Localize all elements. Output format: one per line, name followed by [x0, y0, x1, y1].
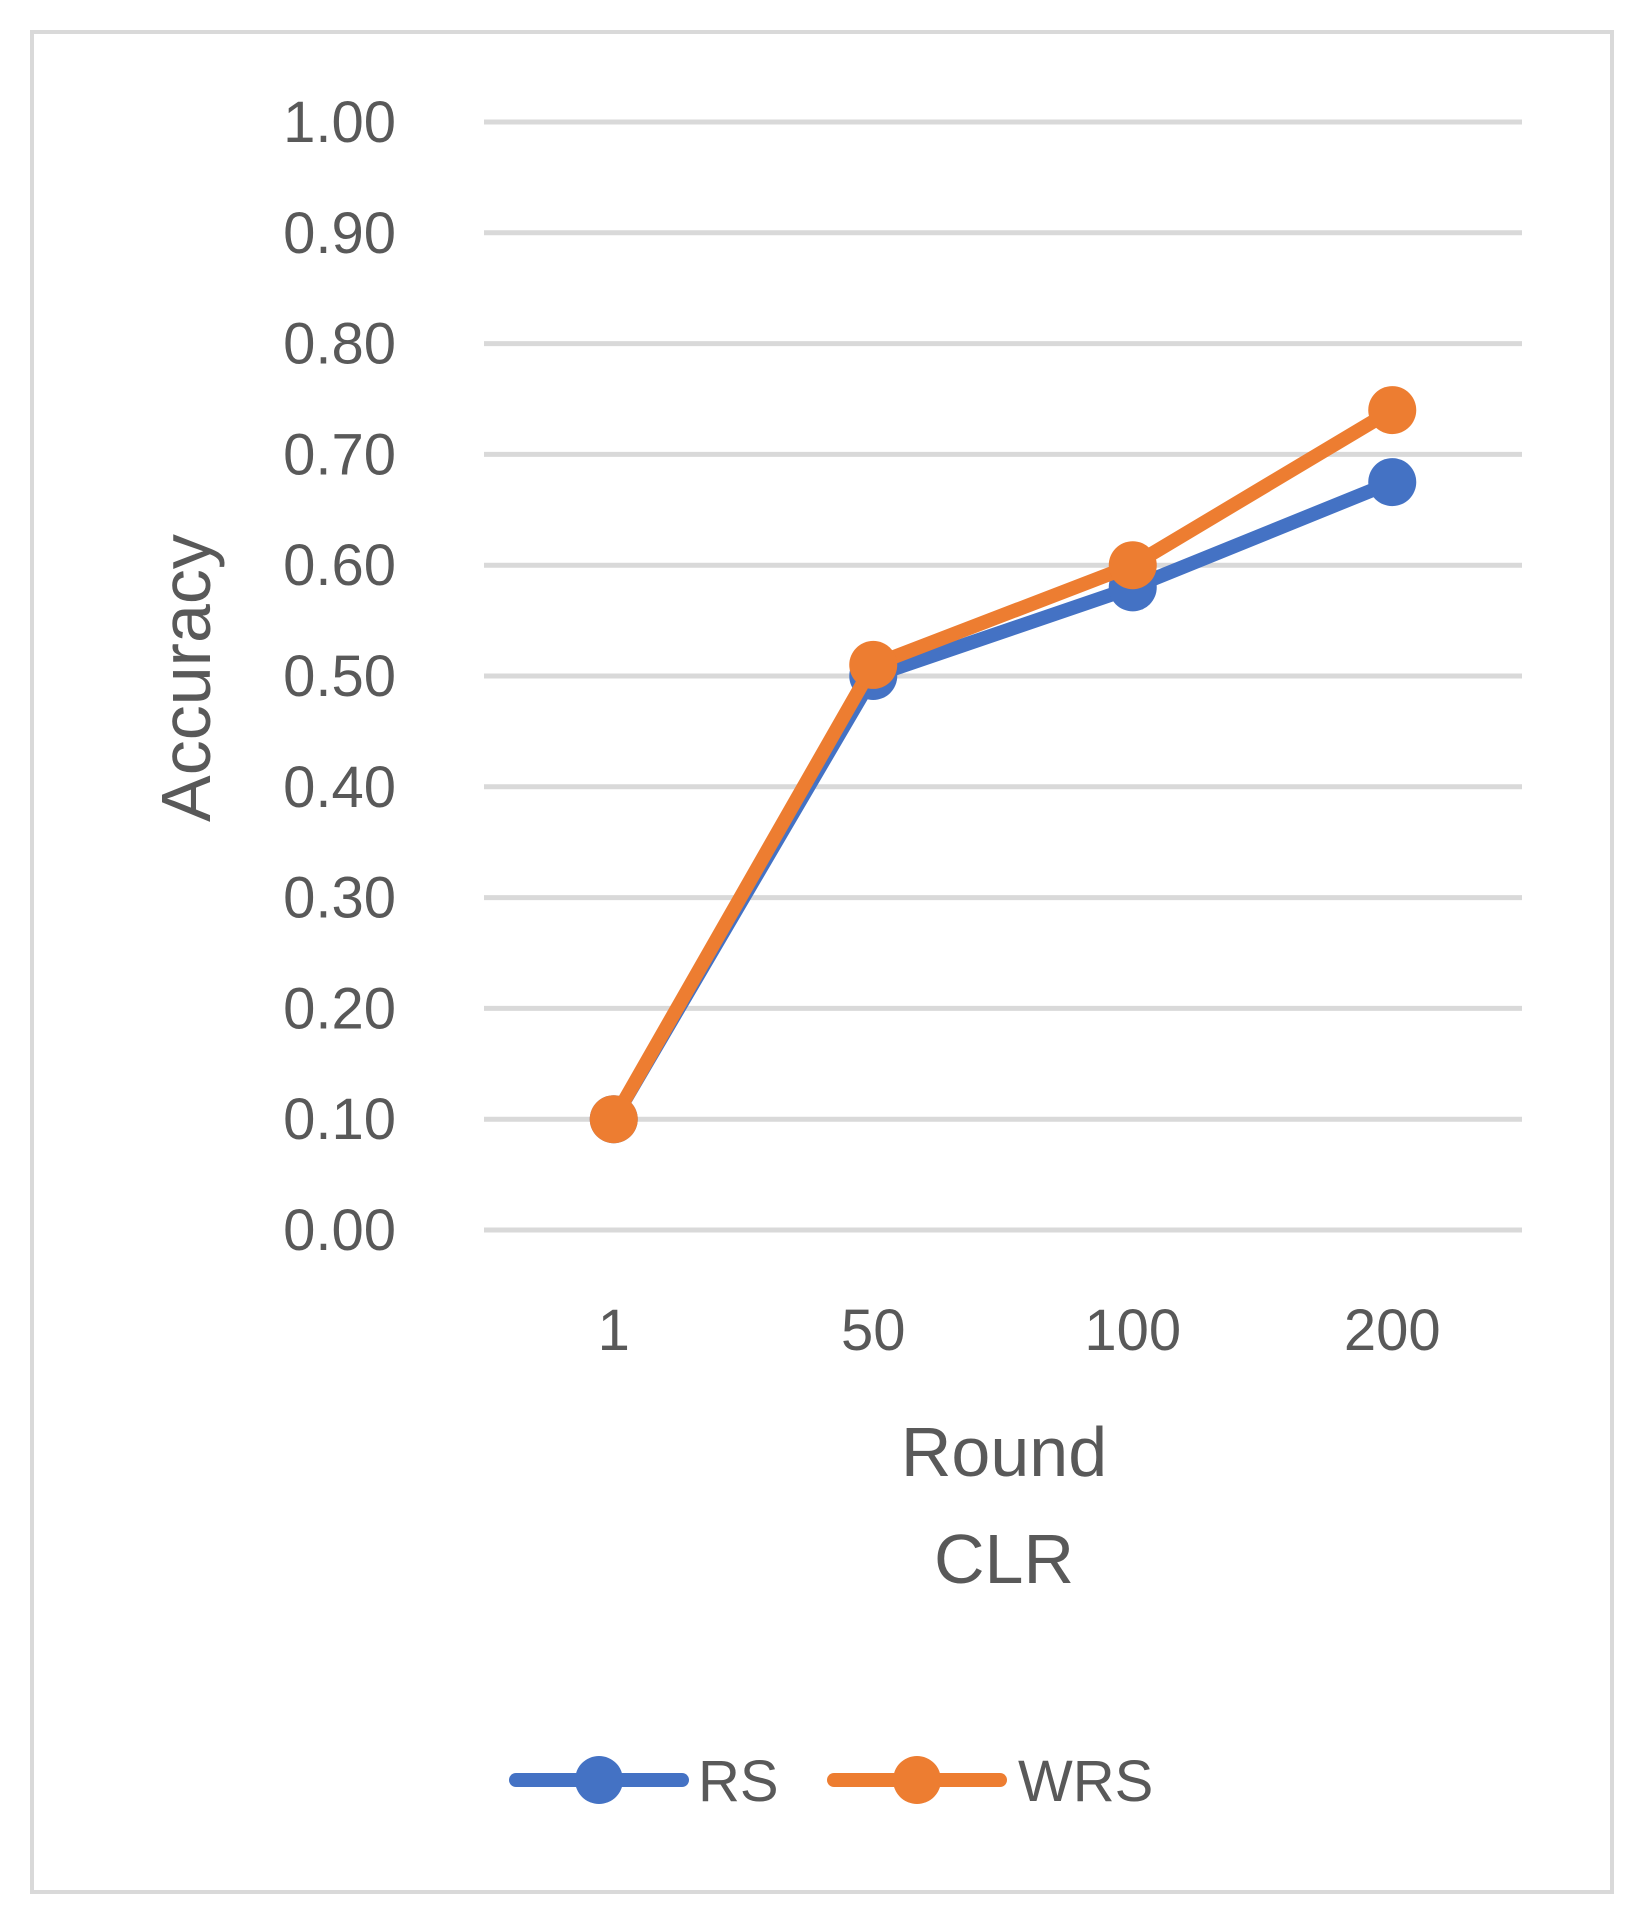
- data-point[interactable]: [589, 1095, 638, 1144]
- chart-subtitle: CLR: [934, 1520, 1074, 1598]
- x-tick-label: 200: [1344, 1298, 1441, 1363]
- legend-dot-marker: [575, 1756, 623, 1804]
- y-tick-label: 0.30: [283, 866, 396, 931]
- x-axis-ticks: 1 50 100 200: [598, 1298, 1441, 1363]
- series-line: [606, 403, 1400, 1127]
- y-tick-label: 0.10: [283, 1087, 396, 1152]
- series-lines: [589, 386, 1417, 1144]
- legend-label: WRS: [1018, 1749, 1153, 1814]
- series-rs: [589, 458, 1417, 1144]
- chart-frame: [30, 30, 1614, 1894]
- data-point[interactable]: [1368, 386, 1417, 435]
- x-tick-label: 50: [841, 1298, 906, 1363]
- y-tick-label: 0.00: [283, 1198, 396, 1263]
- y-tick-label: 0.60: [283, 533, 396, 598]
- legend-item-wrs[interactable]: WRS: [827, 1749, 1153, 1814]
- x-axis-title: Round: [901, 1413, 1107, 1491]
- y-tick-label: 1.00: [283, 90, 396, 155]
- y-tick-label: 0.80: [283, 312, 396, 377]
- data-point[interactable]: [1368, 458, 1417, 507]
- data-point[interactable]: [849, 640, 898, 689]
- legend-label: RS: [698, 1749, 779, 1814]
- y-axis-title: Accuracy: [147, 534, 225, 822]
- x-tick-label: 100: [1084, 1298, 1181, 1363]
- y-tick-label: 0.70: [283, 422, 396, 487]
- y-tick-label: 0.90: [283, 201, 396, 266]
- gridlines: [484, 119, 1522, 1233]
- y-axis-ticks: 0.00 0.10 0.20 0.30 0.40 0.50 0.60 0.70 0.80 0.90…: [283, 90, 396, 1263]
- legend-item-rs[interactable]: RS: [509, 1749, 779, 1814]
- series-line: [606, 475, 1400, 1127]
- y-tick-label: 0.40: [283, 755, 396, 820]
- legend-dot-marker: [893, 1756, 941, 1804]
- y-tick-label: 0.50: [283, 644, 396, 709]
- series-wrs: [589, 386, 1417, 1144]
- y-tick-label: 0.20: [283, 976, 396, 1041]
- x-tick-label: 1: [598, 1298, 630, 1363]
- data-point[interactable]: [1108, 541, 1157, 590]
- legend[interactable]: RS WRS: [509, 1749, 1153, 1814]
